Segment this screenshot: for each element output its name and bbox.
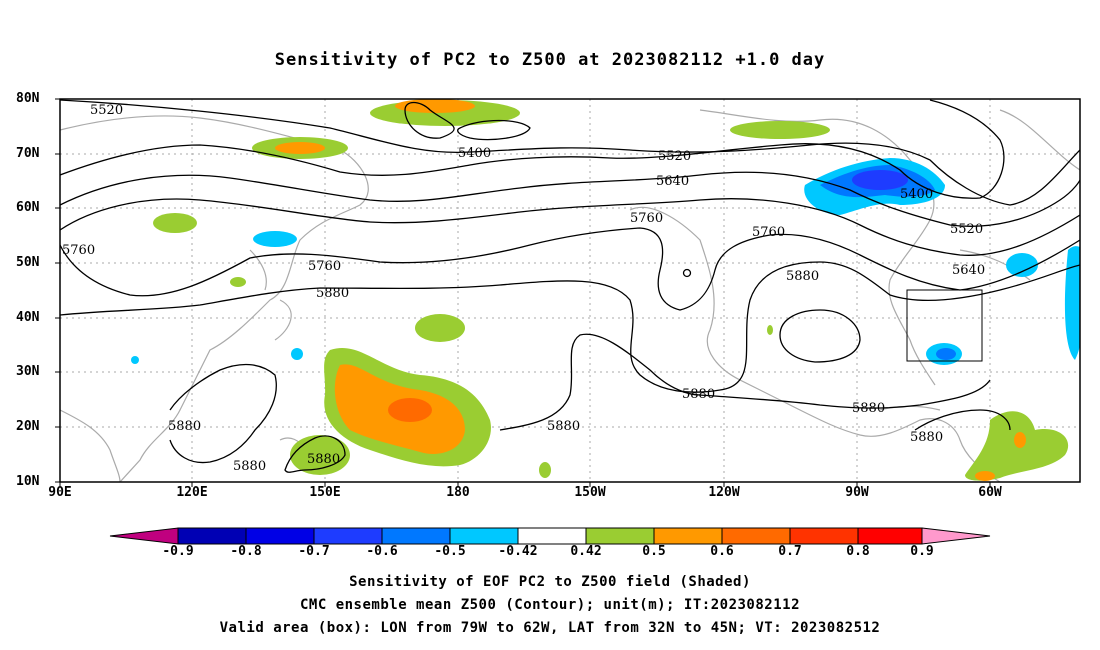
colorbar-label: -0.42 bbox=[498, 544, 538, 559]
lon-label: 150W bbox=[574, 485, 606, 500]
colorbar-segment bbox=[585, 527, 655, 545]
contour-label: 5520 bbox=[950, 222, 983, 237]
contour-label: 5880 bbox=[307, 452, 340, 467]
plot-title: Sensitivity of PC2 to Z500 at 2023082112… bbox=[274, 50, 826, 70]
contour-label: 5760 bbox=[62, 243, 95, 258]
colorbar-label: 0.5 bbox=[642, 544, 666, 559]
lat-label: 10N bbox=[16, 474, 40, 489]
contour-label: 5640 bbox=[656, 174, 689, 189]
colorbar-segment bbox=[789, 527, 859, 545]
lon-label: 150E bbox=[309, 485, 341, 500]
caption-valid-area: Valid area (box): LON from 79W to 62W, L… bbox=[219, 620, 881, 636]
contour-label: 5400 bbox=[458, 146, 491, 161]
lon-label: 120W bbox=[708, 485, 740, 500]
colorbar-label: 0.6 bbox=[710, 544, 734, 559]
lat-label: 80N bbox=[16, 91, 40, 106]
colorbar-segment bbox=[381, 527, 451, 545]
colorbar-segment bbox=[449, 527, 519, 545]
lon-label: 90W bbox=[845, 485, 869, 500]
valid-area-box bbox=[906, 289, 983, 362]
colorbar-segment bbox=[921, 527, 991, 545]
lon-label: 90E bbox=[48, 485, 72, 500]
colorbar-segment bbox=[245, 527, 315, 545]
lat-label: 40N bbox=[16, 310, 40, 325]
colorbar-segment bbox=[653, 527, 723, 545]
colorbar-label: 0.7 bbox=[778, 544, 802, 559]
contour-label: 5880 bbox=[547, 419, 580, 434]
lat-label: 30N bbox=[16, 364, 40, 379]
colorbar-segment bbox=[517, 527, 587, 545]
lat-label: 60N bbox=[16, 200, 40, 215]
contour-label: 5880 bbox=[852, 401, 885, 416]
colorbar-label: -0.9 bbox=[162, 544, 194, 559]
z500-contours bbox=[60, 99, 1080, 473]
contour-label: 5880 bbox=[682, 387, 715, 402]
colorbar-segment bbox=[177, 527, 247, 545]
colorbar-segment bbox=[313, 527, 383, 545]
colorbar-label: 0.42 bbox=[570, 544, 602, 559]
lat-label: 50N bbox=[16, 255, 40, 270]
lat-label: 20N bbox=[16, 419, 40, 434]
colorbar-label: -0.5 bbox=[434, 544, 466, 559]
colorbar-label: -0.8 bbox=[230, 544, 262, 559]
caption-shading: Sensitivity of EOF PC2 to Z500 field (Sh… bbox=[349, 574, 751, 590]
caption-contour: CMC ensemble mean Z500 (Contour); unit(m… bbox=[299, 597, 800, 613]
axis-ticks bbox=[55, 98, 991, 487]
colorbar-label: 0.8 bbox=[846, 544, 870, 559]
contour-label: 5880 bbox=[168, 419, 201, 434]
colorbar-label: -0.6 bbox=[366, 544, 398, 559]
lon-label: 60W bbox=[978, 485, 1002, 500]
colorbar bbox=[109, 527, 991, 545]
lon-label: 180 bbox=[446, 485, 470, 500]
contour-label: 5400 bbox=[900, 187, 933, 202]
map-frame bbox=[59, 98, 1081, 483]
contour-label: 5880 bbox=[786, 269, 819, 284]
contour-label: 5880 bbox=[910, 430, 943, 445]
colorbar-segment bbox=[109, 527, 179, 545]
lat-label: 70N bbox=[16, 146, 40, 161]
colorbar-label: -0.7 bbox=[298, 544, 330, 559]
contour-label: 5880 bbox=[316, 286, 349, 301]
contour-label: 5760 bbox=[752, 225, 785, 240]
colorbar-segment bbox=[721, 527, 791, 545]
colorbar-label: 0.9 bbox=[910, 544, 934, 559]
contour-label: 5760 bbox=[630, 211, 663, 226]
contour-label: 5880 bbox=[233, 459, 266, 474]
contour-label: 5520 bbox=[658, 149, 691, 164]
contour-labels: 5520 5400 5520 5640 5400 5760 5760 5520 … bbox=[62, 103, 985, 474]
contour-label: 5640 bbox=[952, 263, 985, 278]
sensitivity-shading bbox=[131, 99, 1080, 481]
contour-label: 5520 bbox=[90, 103, 123, 118]
colorbar-segment bbox=[857, 527, 923, 545]
lon-label: 120E bbox=[176, 485, 208, 500]
contour-label: 5760 bbox=[308, 259, 341, 274]
